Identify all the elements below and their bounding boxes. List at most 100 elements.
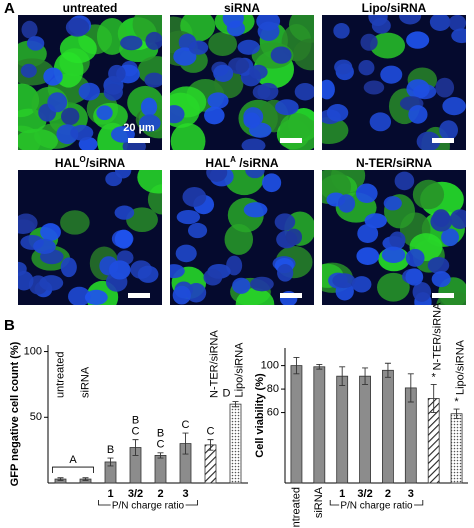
x-tick-label: 1: [107, 488, 113, 500]
title-part: O: [80, 155, 86, 164]
nucleus: [60, 107, 80, 125]
y-tick-label: 80: [267, 383, 279, 395]
panel-label: B: [4, 317, 15, 334]
error-bar: [157, 452, 164, 459]
nucleus: [383, 196, 402, 211]
title-part: HAL: [55, 156, 80, 170]
nucleus: [206, 170, 228, 182]
nucleus: [237, 39, 260, 55]
title-part: HAL: [205, 156, 230, 170]
nucleus: [18, 213, 38, 233]
nucleus: [33, 238, 56, 255]
nucleus: [96, 105, 113, 121]
nucleus: [60, 257, 77, 278]
y-tick-label: 60: [267, 406, 279, 418]
nucleus: [176, 209, 201, 225]
y-tick-label: 100: [24, 345, 42, 357]
nucleus: [114, 205, 135, 220]
title-part: /siRNA: [236, 156, 279, 170]
nucleus: [232, 277, 251, 294]
nucleus: [399, 15, 422, 25]
nucleus: [245, 170, 265, 179]
nucleus: [144, 72, 162, 88]
x-tick-label: 3/2: [357, 488, 372, 500]
significance-letter: C: [132, 426, 140, 438]
significance-mark: *: [454, 396, 459, 408]
nucleus: [203, 269, 223, 286]
nucleus: [406, 31, 430, 49]
nucleus: [222, 15, 244, 28]
nucleus: [363, 80, 385, 95]
nucleus: [441, 228, 460, 247]
cytoplasm: [370, 32, 406, 59]
nucleus: [257, 82, 279, 101]
nucleus: [228, 57, 250, 74]
nucleus: [243, 112, 261, 129]
nucleus: [442, 97, 466, 116]
nucleus: [416, 131, 441, 150]
nucleus: [369, 112, 392, 132]
nucleus: [40, 223, 61, 241]
x-tick-label: Lipo/siRNA: [454, 339, 466, 395]
nucleus: [114, 229, 133, 249]
nucleus: [285, 228, 303, 246]
bracket: [52, 466, 94, 474]
nucleus: [241, 138, 266, 150]
error-bar: [57, 477, 64, 481]
nucleus: [43, 67, 63, 86]
nucleus: [26, 36, 45, 51]
error-bar: [430, 383, 437, 414]
nucleus: [275, 99, 299, 116]
nucleus: [21, 20, 38, 39]
scale-bar: [432, 138, 454, 143]
x-tick-label: 3: [182, 488, 188, 500]
image-title: HALA /siRNA: [205, 155, 278, 171]
nucleus: [322, 79, 335, 100]
nucleus: [262, 173, 282, 193]
nucleus: [103, 83, 123, 101]
bar: [229, 403, 242, 484]
nucleus: [435, 77, 455, 98]
nucleus: [430, 211, 453, 232]
nucleus: [182, 187, 207, 207]
nucleus: [334, 59, 353, 75]
error-bar: [407, 373, 414, 403]
nucleus: [429, 15, 451, 31]
panel-label: A: [4, 0, 15, 17]
significance-letter: B: [107, 444, 114, 456]
bracket-label: A: [69, 454, 77, 466]
nucleus: [439, 120, 459, 141]
nucleus: [294, 83, 314, 101]
nucleus: [406, 79, 430, 99]
nucleus: [358, 60, 375, 76]
cytoplasm: [279, 116, 314, 150]
x-tick-label: untreated: [54, 352, 66, 398]
significance-letter: C: [182, 419, 190, 431]
nucleus: [39, 275, 64, 291]
bar: [359, 375, 371, 484]
nucleus: [431, 271, 451, 288]
x-tick-label: 2: [157, 488, 163, 500]
nucleus: [137, 265, 159, 283]
image-title: Lipo/siRNA: [362, 1, 427, 15]
nucleus: [381, 246, 406, 264]
nucleus: [243, 202, 268, 218]
error-bar: [384, 362, 391, 378]
nucleus: [105, 171, 123, 187]
nucleus: [412, 282, 432, 302]
nucleus: [427, 256, 450, 274]
nucleus: [270, 46, 292, 64]
error-bar: [182, 432, 189, 455]
nucleus: [120, 35, 143, 51]
nucleus: [140, 97, 158, 117]
scale-bar: [128, 138, 150, 143]
cytoplasm: [18, 128, 59, 150]
nucleus: [213, 64, 234, 82]
nucleus: [65, 17, 90, 37]
nucleus: [405, 268, 424, 286]
cytoplasm: [60, 210, 90, 235]
y-axis-label: Cell viability (%): [254, 373, 266, 458]
nucleus: [351, 276, 372, 293]
nucleus: [20, 63, 37, 78]
cytoplasm: [170, 123, 206, 150]
